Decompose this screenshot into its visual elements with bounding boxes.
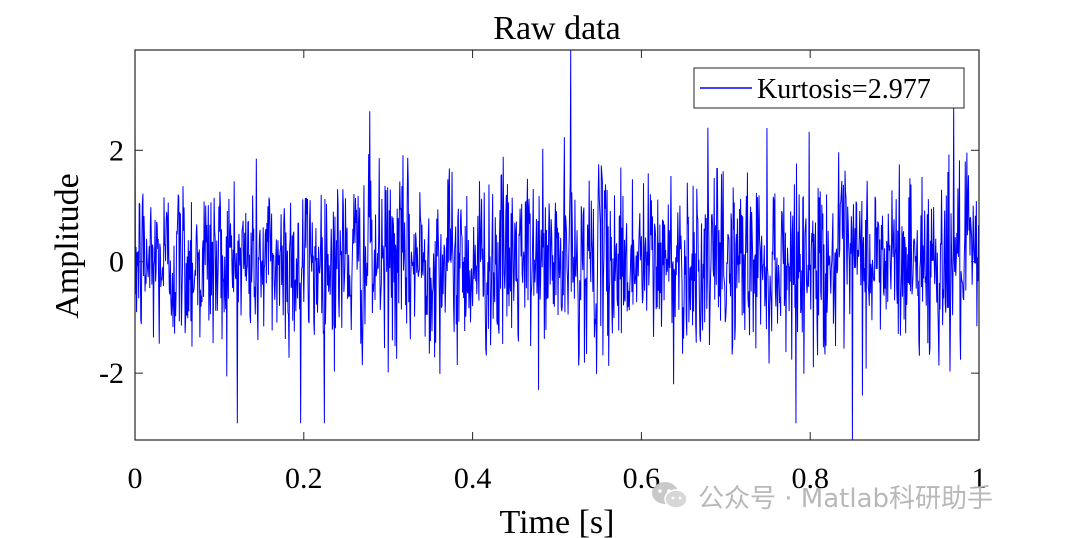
x-tick-label: 1 (972, 462, 987, 495)
series-layer (134, 49, 980, 441)
series-line-kurtosis (134, 49, 980, 441)
ticks-layer: 0 0.2 0.4 0.6 0.8 1-202 (99, 50, 987, 495)
watermark-text: 公众号 · Matlab科研助手 (698, 483, 994, 514)
y-tick-label: 2 (109, 134, 124, 167)
x-tick-label: 0 (128, 462, 143, 495)
x-tick-label: 0.2 (285, 462, 323, 495)
legend: Kurtosis=2.977 (693, 67, 965, 109)
y-tick-label: -2 (99, 357, 124, 390)
x-tick-label: 0.4 (454, 462, 492, 495)
x-tick-label: 0.8 (791, 462, 829, 495)
y-tick-label: 0 (109, 246, 124, 279)
chart-title: Raw data (493, 10, 620, 47)
x-axis-label: Time [s] (500, 504, 615, 538)
axes-frame (134, 49, 980, 441)
y-axis-label: Amplitude (49, 173, 86, 318)
wechat-icon (650, 479, 690, 513)
watermark: 公众号 · Matlab科研助手 (650, 478, 993, 514)
legend-series-label: Kurtosis=2.977 (757, 74, 931, 105)
